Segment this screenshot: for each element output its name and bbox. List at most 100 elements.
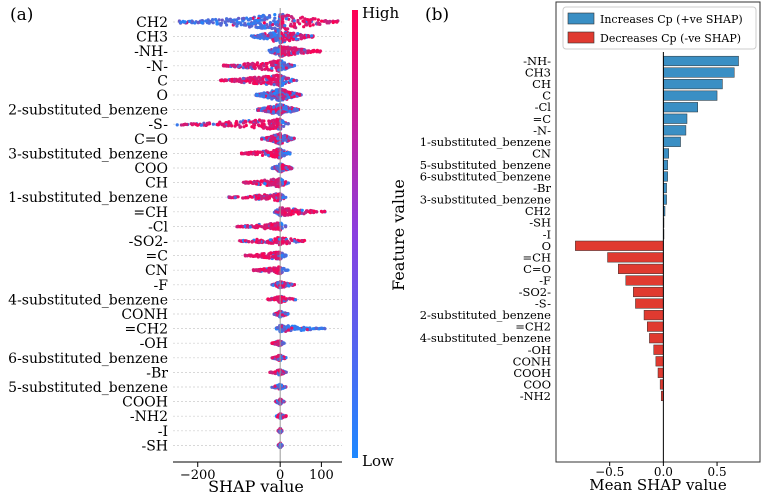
shap-point	[285, 76, 289, 80]
shap-point	[283, 38, 287, 42]
feature-label: -N-	[146, 59, 168, 75]
shap-point	[301, 328, 305, 332]
bar-category-label: CH3	[525, 66, 551, 80]
shap-point	[232, 79, 236, 84]
legend-swatch-decrease	[567, 31, 595, 44]
shap-point	[214, 17, 218, 22]
shap-point	[225, 64, 229, 68]
shap-point	[263, 182, 267, 186]
shap-point	[289, 167, 293, 171]
shap-point	[335, 19, 339, 24]
shap-point	[294, 26, 298, 30]
shap-point	[272, 60, 277, 64]
shap-point	[271, 105, 276, 109]
shap-point	[269, 134, 273, 138]
shap-point	[197, 20, 201, 24]
shap-point	[287, 39, 292, 43]
bar-category-label: -SH	[529, 216, 551, 230]
shap-point	[293, 207, 297, 211]
shap-point	[261, 196, 265, 200]
shap-point	[273, 223, 278, 228]
shap-point	[274, 73, 278, 78]
shap-point	[262, 26, 267, 30]
shap-point	[275, 326, 279, 330]
feature-label: 6-substituted_benzene	[8, 351, 168, 367]
bar-category-label: CH	[532, 77, 551, 91]
shap-point	[323, 209, 327, 213]
shap-point	[283, 133, 287, 138]
shap-point	[309, 18, 313, 22]
shap-point	[248, 120, 252, 124]
shap-point	[284, 195, 288, 199]
shap-point	[245, 224, 249, 228]
shap-point	[275, 23, 279, 27]
shap-point	[280, 206, 284, 210]
shap-point	[303, 210, 307, 215]
shap-point	[254, 224, 259, 228]
bar	[653, 344, 664, 355]
shap-point	[226, 124, 230, 128]
shap-point	[287, 95, 291, 99]
shap-point	[272, 110, 276, 114]
shap-point	[281, 240, 285, 244]
shap-point	[273, 32, 277, 37]
shap-point	[218, 120, 222, 124]
shap-point	[244, 65, 248, 69]
shap-point	[257, 94, 262, 98]
shap-point	[262, 122, 266, 127]
shap-point	[231, 20, 235, 24]
legend-box	[562, 6, 757, 50]
shap-point	[277, 68, 281, 72]
bar-category-label: 1-substituted_benzene	[420, 135, 551, 149]
bar-category-label: -NH2	[520, 389, 551, 403]
shap-point	[280, 167, 285, 171]
shap-point	[297, 92, 302, 97]
shap-point	[281, 120, 285, 124]
bar-category-label: -OH	[528, 343, 551, 357]
shap-point	[261, 32, 265, 37]
shap-point	[256, 108, 260, 112]
shap-point	[293, 109, 298, 113]
shap-point	[252, 122, 256, 126]
shap-point	[216, 123, 220, 127]
bar-category-label: -Br	[533, 181, 551, 195]
shap-point	[261, 252, 265, 256]
shap-point	[292, 136, 296, 140]
shap-point	[265, 37, 269, 41]
bar-category-label: -S-	[535, 297, 551, 311]
feature-label: =C	[146, 249, 168, 265]
feature-label: -NH-	[134, 44, 168, 60]
shap-point	[254, 194, 258, 198]
shap-point	[272, 83, 276, 87]
shap-point	[283, 153, 287, 157]
shap-point	[225, 17, 229, 21]
shap-point	[323, 327, 327, 331]
shap-point	[258, 64, 262, 68]
feature-label: 1-substituted_benzene	[8, 190, 168, 206]
shap-point	[267, 252, 271, 256]
colorbar-title: Feature value	[389, 179, 408, 291]
bar-category-label: -Cl	[535, 100, 552, 114]
shap-point	[270, 123, 274, 128]
shap-point	[258, 269, 262, 273]
shap-point	[300, 208, 304, 212]
shap-point	[298, 211, 302, 215]
legend-swatch-increase	[567, 12, 595, 25]
shap-point	[270, 96, 274, 100]
shap-point	[253, 19, 257, 23]
shap-point	[284, 80, 288, 84]
shap-point	[292, 51, 296, 55]
shap-point	[253, 35, 257, 40]
shap-point	[266, 34, 270, 38]
shap-point	[243, 119, 248, 123]
shap-point	[235, 20, 239, 24]
shap-point	[274, 257, 278, 261]
bar	[663, 125, 687, 136]
shap-point	[252, 269, 256, 273]
shap-point	[191, 122, 195, 126]
shap-point	[219, 21, 224, 25]
shap-point	[247, 240, 251, 244]
shap-point	[285, 213, 289, 217]
shap-point	[204, 123, 208, 127]
